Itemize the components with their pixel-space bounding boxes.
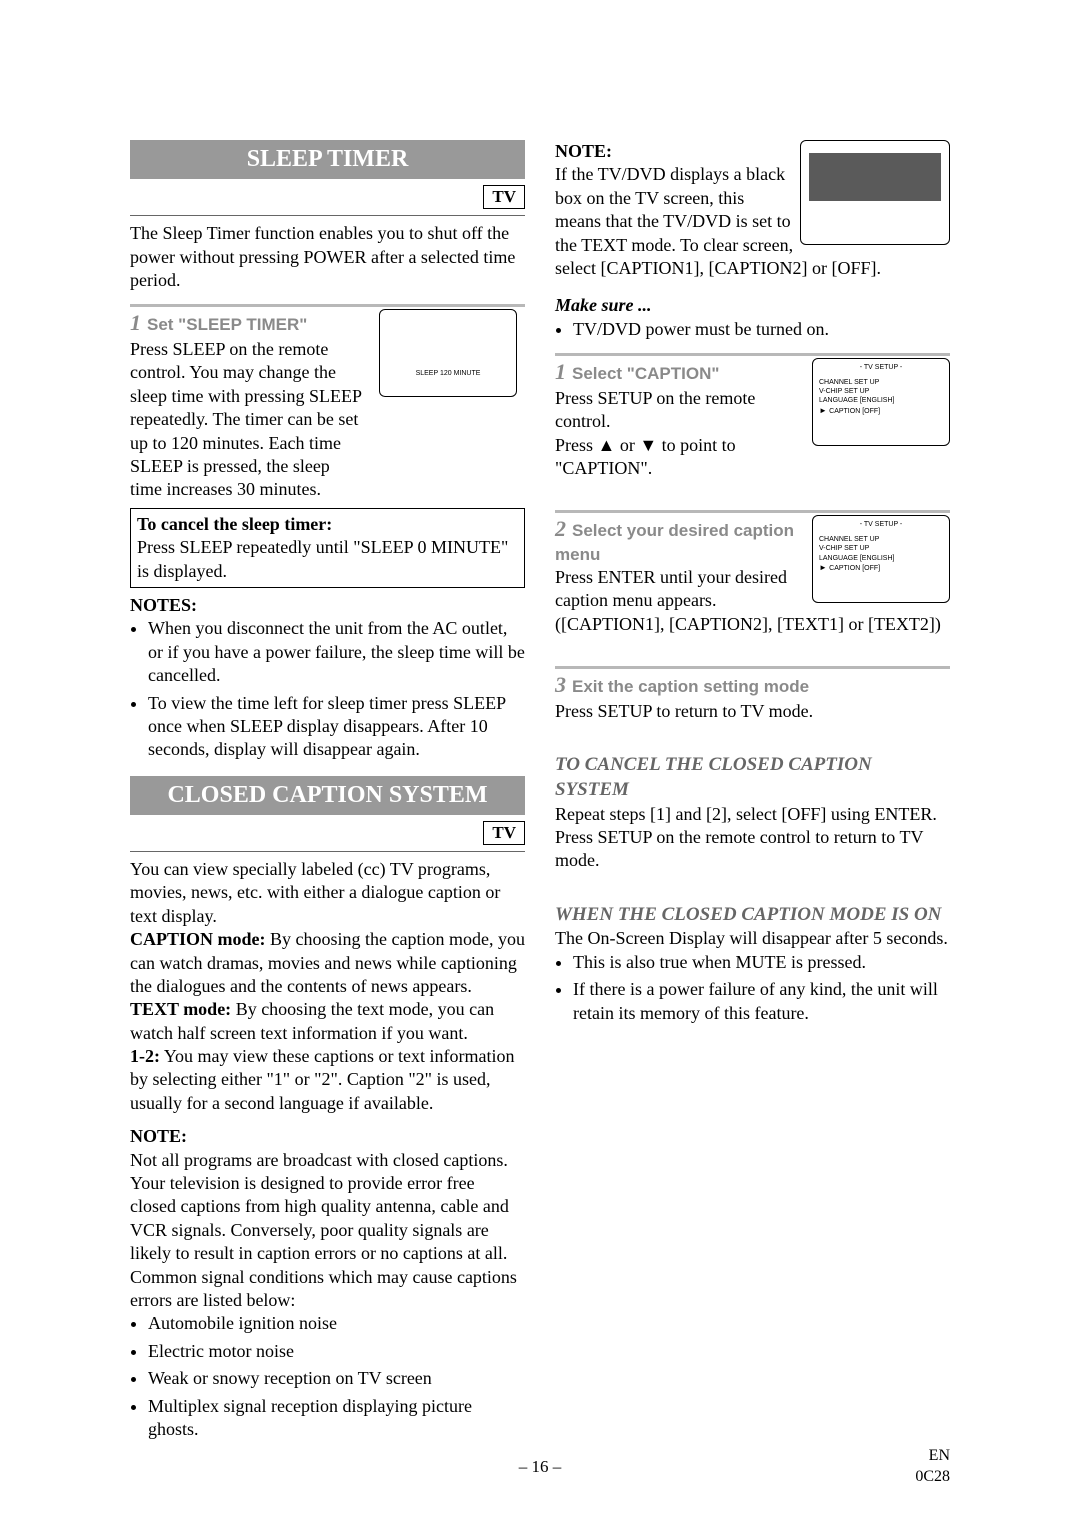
- step-rule: [555, 353, 950, 356]
- tv-setup-screen-2: - TV SETUP - CHANNEL SET UP V-CHIP SET U…: [812, 515, 950, 603]
- step-1-label: Set "SLEEP TIMER": [147, 315, 307, 334]
- note-heading: NOTE:: [130, 1125, 525, 1148]
- menu-line: ► CAPTION [OFF]: [819, 406, 943, 416]
- rule: [130, 215, 525, 216]
- cc-banner: CLOSED CAPTION SYSTEM: [130, 776, 525, 815]
- step-1-body: Press SLEEP on the remote control. You m…: [130, 338, 365, 502]
- menu-line: LANGUAGE [ENGLISH]: [819, 396, 943, 405]
- menu-line: ► CAPTION [OFF]: [819, 563, 943, 573]
- note-body: Not all programs are broadcast with clos…: [130, 1149, 525, 1313]
- footer-code-val: 0C28: [915, 1468, 950, 1485]
- rule: [130, 851, 525, 852]
- menu-caption-line: CAPTION [OFF]: [829, 565, 880, 572]
- when-cc-list: This is also true when MUTE is pressed. …: [555, 951, 950, 1025]
- step-1-label: Select "CAPTION": [572, 364, 719, 383]
- when-cc-body: The On-Screen Display will disappear aft…: [555, 927, 950, 950]
- list-item: Electric motor noise: [148, 1340, 525, 1363]
- step-rule: [555, 510, 950, 513]
- list-item: This is also true when MUTE is pressed.: [573, 951, 950, 974]
- step-3-body: Press SETUP to return to TV mode.: [555, 700, 950, 723]
- sleep-screen: SLEEP 120 MINUTE: [379, 309, 517, 397]
- text-mode-label: TEXT mode:: [130, 999, 231, 1019]
- tv-tag: TV: [483, 185, 525, 209]
- sleep-screen-text: SLEEP 120 MINUTE: [386, 314, 510, 378]
- cancel-title: To cancel the sleep timer:: [137, 514, 332, 534]
- cancel-body: Press SLEEP repeatedly until "SLEEP 0 MI…: [137, 537, 508, 580]
- menu-line: CHANNEL SET UP: [819, 378, 943, 387]
- cc-intro: You can view specially labeled (cc) TV p…: [130, 858, 525, 928]
- step-rule: [555, 666, 950, 669]
- list-item: To view the time left for sleep timer pr…: [148, 692, 525, 762]
- notes-heading: NOTES:: [130, 594, 525, 617]
- list-item: Weak or snowy reception on TV screen: [148, 1367, 525, 1390]
- tv-setup-title: - TV SETUP -: [819, 520, 943, 529]
- footer-code: EN 0C28: [915, 1446, 950, 1488]
- cancel-cc-body: Repeat steps [1] and [2], select [OFF] u…: [555, 803, 950, 873]
- list-item: Automobile ignition noise: [148, 1312, 525, 1335]
- sleep-intro: The Sleep Timer function enables you to …: [130, 222, 525, 292]
- list-item: TV/DVD power must be turned on.: [573, 318, 950, 341]
- step-2-label: Select your desired caption menu: [555, 521, 794, 564]
- cancel-cc-heading: TO CANCEL THE CLOSED CAPTION SYSTEM: [555, 753, 950, 802]
- step-3-title: 3Exit the caption setting mode: [555, 671, 950, 700]
- notes-list: When you disconnect the unit from the AC…: [130, 617, 525, 761]
- menu-line: LANGUAGE [ENGLISH]: [819, 554, 943, 563]
- caption-mode: CAPTION mode: By choosing the caption mo…: [130, 928, 525, 998]
- dark-region: [809, 153, 941, 201]
- error-list: Automobile ignition noise Electric motor…: [130, 1312, 525, 1441]
- step-3-label: Exit the caption setting mode: [572, 677, 809, 696]
- one-two-label: 1-2:: [130, 1046, 160, 1066]
- menu-line: CHANNEL SET UP: [819, 535, 943, 544]
- list-item: Multiplex signal reception displaying pi…: [148, 1395, 525, 1442]
- cancel-box: To cancel the sleep timer: Press SLEEP r…: [130, 508, 525, 588]
- one-two-body: You may view these captions or text info…: [130, 1046, 514, 1113]
- tv-setup-screen-1: - TV SETUP - CHANNEL SET UP V-CHIP SET U…: [812, 358, 950, 446]
- step-1-title: 1Set "SLEEP TIMER": [130, 309, 365, 338]
- footer-en: EN: [929, 1447, 950, 1464]
- one-two: 1-2: You may view these captions or text…: [130, 1045, 525, 1115]
- menu-line: V-CHIP SET UP: [819, 544, 943, 553]
- caption-mode-label: CAPTION mode:: [130, 929, 266, 949]
- menu-caption-line: CAPTION [OFF]: [829, 408, 880, 415]
- make-sure-heading: Make sure ...: [555, 295, 652, 315]
- tv-setup-title: - TV SETUP -: [819, 363, 943, 372]
- step-rule: [130, 304, 525, 307]
- sleep-timer-banner: SLEEP TIMER: [130, 140, 525, 179]
- list-item: When you disconnect the unit from the AC…: [148, 617, 525, 687]
- tv-tag: TV: [483, 821, 525, 845]
- black-box-screen: [800, 140, 950, 245]
- when-cc-heading: WHEN THE CLOSED CAPTION MODE IS ON: [555, 903, 950, 928]
- menu-line: V-CHIP SET UP: [819, 387, 943, 396]
- text-mode: TEXT mode: By choosing the text mode, yo…: [130, 998, 525, 1045]
- make-sure-list: TV/DVD power must be turned on.: [555, 318, 950, 341]
- list-item: If there is a power failure of any kind,…: [573, 978, 950, 1025]
